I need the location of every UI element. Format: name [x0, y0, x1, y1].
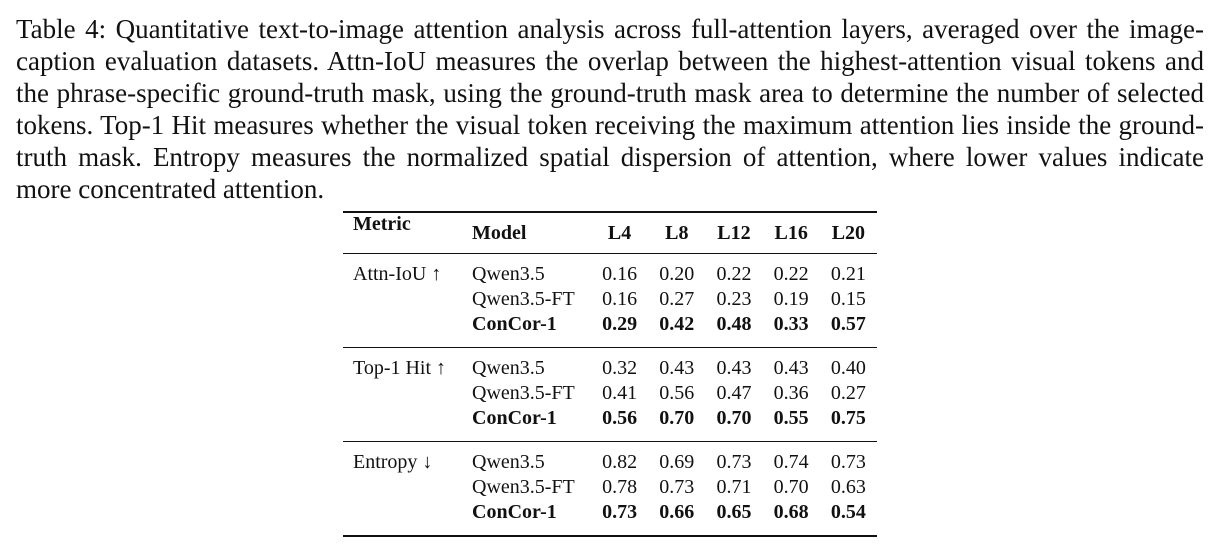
- table-row: ConCor-1 0.56 0.70 0.70 0.55 0.75: [343, 406, 877, 442]
- metric-cell: Top-1 Hit ↑: [353, 357, 447, 379]
- value-cell: 0.29: [602, 313, 638, 335]
- value-cell: 0.74: [773, 451, 809, 473]
- row-group: Attn-IoU ↑ Qwen3.5 0.16 0.20 0.22 0.22 0.21 Qwe…: [343, 254, 877, 348]
- value-cell: 0.43: [716, 357, 752, 379]
- model-cell: Qwen3.5-FT: [472, 476, 575, 498]
- header-cell: L16: [774, 221, 808, 244]
- table-row: Attn-IoU ↑ Qwen3.5 0.16 0.20 0.22 0.22 0.21: [343, 254, 877, 288]
- model-cell: Qwen3.5: [472, 451, 545, 473]
- value-cell: 0.63: [830, 476, 866, 498]
- model-cell: Qwen3.5: [472, 263, 545, 285]
- value-cell: 0.73: [659, 476, 695, 498]
- value-cell: 0.66: [659, 501, 695, 523]
- model-cell: ConCor-1: [472, 313, 557, 335]
- value-cell: 0.27: [659, 288, 695, 310]
- value-cell: 0.22: [773, 263, 809, 285]
- model-cell: Qwen3.5-FT: [472, 288, 575, 310]
- table-row: Qwen3.5-FT 0.16 0.27 0.23 0.19 0.15: [343, 287, 877, 312]
- value-cell: 0.43: [773, 357, 809, 379]
- value-cell: 0.65: [716, 501, 752, 523]
- value-cell: 0.21: [830, 263, 866, 285]
- model-cell: ConCor-1: [472, 501, 557, 523]
- value-cell: 0.71: [716, 476, 752, 498]
- value-cell: 0.33: [773, 313, 809, 335]
- table-row: Qwen3.5-FT 0.78 0.73 0.71 0.70 0.63: [343, 475, 877, 500]
- model-cell: Qwen3.5: [472, 357, 545, 379]
- value-cell: 0.23: [716, 288, 752, 310]
- caption: Table 4: Quantitative text-to-image atte…: [16, 14, 1204, 204]
- results-table: Metric Model L4 L8 L12 L16 L20 Attn-IoU ↑ Qwen3.…: [343, 211, 877, 537]
- header-cell: L8: [665, 221, 689, 244]
- metric-cell: Entropy ↓: [353, 451, 433, 473]
- value-cell: 0.56: [659, 382, 695, 404]
- value-cell: 0.82: [602, 451, 638, 473]
- value-cell: 0.57: [830, 313, 866, 335]
- header-row: Metric Model L4 L8 L12 L16 L20: [343, 212, 877, 254]
- value-cell: 0.75: [830, 407, 866, 429]
- value-cell: 0.55: [773, 407, 809, 429]
- value-cell: 0.70: [773, 476, 809, 498]
- value-cell: 0.78: [602, 476, 638, 498]
- value-cell: 0.68: [773, 501, 809, 523]
- value-cell: 0.32: [602, 357, 638, 379]
- value-cell: 0.73: [830, 451, 866, 473]
- value-cell: 0.54: [830, 501, 866, 523]
- value-cell: 0.73: [602, 501, 638, 523]
- value-cell: 0.36: [773, 382, 809, 404]
- metric-cell: Attn-IoU ↑: [353, 263, 442, 285]
- table-row: ConCor-1 0.73 0.66 0.65 0.68 0.54: [343, 500, 877, 536]
- header-cell: L12: [717, 221, 751, 244]
- header-cell: L4: [607, 221, 632, 244]
- table-row: ConCor-1 0.29 0.42 0.48 0.33 0.57: [343, 312, 877, 348]
- value-cell: 0.15: [830, 288, 866, 310]
- value-cell: 0.19: [773, 288, 809, 310]
- value-cell: 0.73: [716, 451, 752, 473]
- table-row: Qwen3.5-FT 0.41 0.56 0.47 0.36 0.27: [343, 381, 877, 406]
- value-cell: 0.48: [716, 313, 752, 335]
- value-cell: 0.42: [659, 313, 695, 335]
- value-cell: 0.70: [659, 407, 695, 429]
- value-cell: 0.41: [602, 382, 638, 404]
- value-cell: 0.56: [602, 407, 638, 429]
- header-cell: Metric: [353, 213, 411, 235]
- value-cell: 0.16: [602, 263, 638, 285]
- model-cell: ConCor-1: [472, 407, 557, 429]
- row-group: Entropy ↓ Qwen3.5 0.82 0.69 0.73 0.74 0.73 Qwen…: [343, 441, 877, 537]
- model-cell: Qwen3.5-FT: [472, 382, 575, 404]
- row-group: Top-1 Hit ↑ Qwen3.5 0.32 0.43 0.43 0.43 0.40 Qw…: [343, 347, 877, 442]
- value-cell: 0.43: [659, 357, 695, 379]
- value-cell: 0.47: [716, 382, 752, 404]
- value-cell: 0.20: [659, 263, 695, 285]
- table-row: Top-1 Hit ↑ Qwen3.5 0.32 0.43 0.43 0.43 0.40: [343, 348, 877, 382]
- table-row: Entropy ↓ Qwen3.5 0.82 0.69 0.73 0.74 0.73: [343, 442, 877, 476]
- value-cell: 0.70: [716, 407, 752, 429]
- value-cell: 0.40: [830, 357, 866, 379]
- table-header: Metric Model L4 L8 L12 L16 L20: [343, 212, 877, 254]
- value-cell: 0.22: [716, 263, 752, 285]
- value-cell: 0.69: [659, 451, 695, 473]
- header-cell: L20: [831, 221, 866, 244]
- value-cell: 0.16: [602, 288, 638, 310]
- value-cell: 0.27: [830, 382, 866, 404]
- header-cell: Model: [472, 221, 527, 244]
